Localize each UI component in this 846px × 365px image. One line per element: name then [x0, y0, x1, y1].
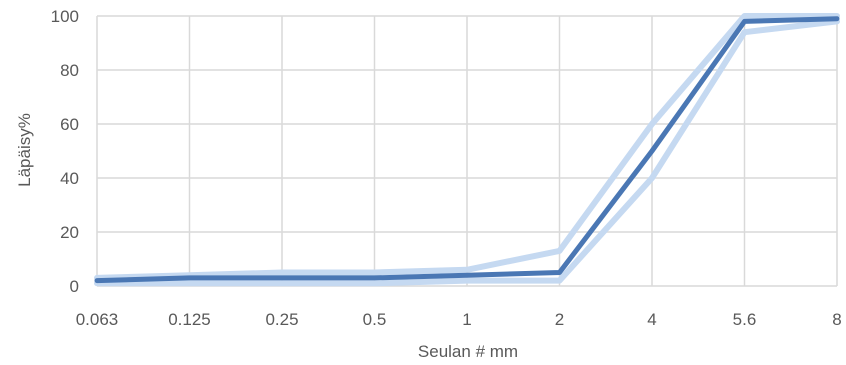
y-tick-label-2: 40	[60, 169, 79, 188]
y-axis-ticks: 0 20 40 60 80 100	[51, 7, 79, 296]
x-tick-label-5: 2	[555, 310, 564, 329]
x-tick-label-2: 0.25	[265, 310, 298, 329]
x-axis-ticks: 0.063 0.125 0.25 0.5 1 2 4 5.6 8	[76, 310, 842, 329]
y-tick-label-1: 20	[60, 223, 79, 242]
x-tick-label-1: 0.125	[168, 310, 211, 329]
x-axis-title: Seulan # mm	[418, 342, 518, 361]
y-tick-label-4: 80	[60, 61, 79, 80]
x-tick-label-4: 1	[462, 310, 471, 329]
x-tick-label-7: 5.6	[733, 310, 757, 329]
y-tick-label-0: 0	[70, 277, 79, 296]
x-tick-label-3: 0.5	[363, 310, 387, 329]
y-tick-label-5: 100	[51, 7, 79, 26]
chart-series	[94, 13, 840, 287]
x-tick-label-8: 8	[832, 310, 841, 329]
y-tick-label-3: 60	[60, 115, 79, 134]
x-tick-label-0: 0.063	[76, 310, 119, 329]
x-tick-label-6: 4	[647, 310, 656, 329]
y-axis-title: Läpäisy%	[15, 113, 34, 187]
